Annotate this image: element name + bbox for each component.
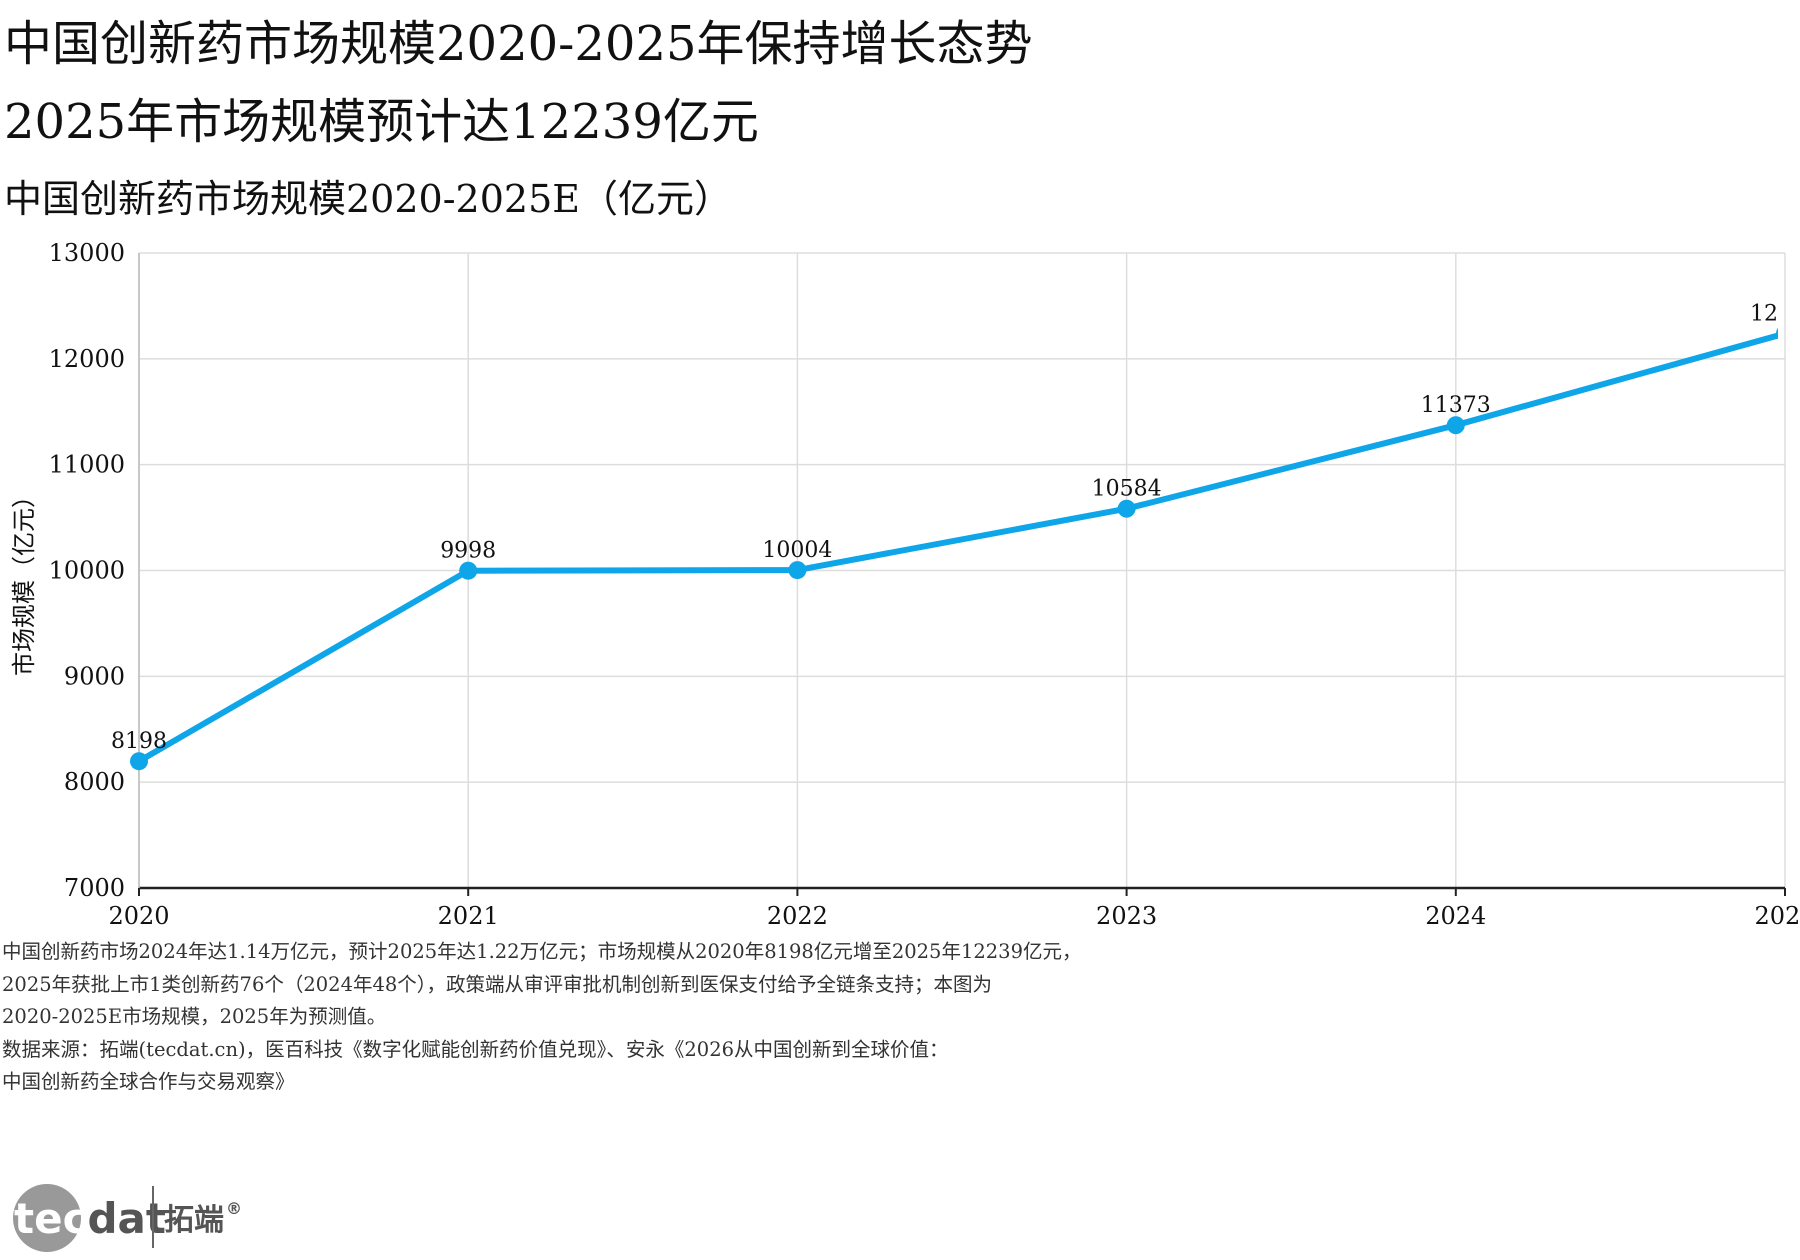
axes bbox=[138, 253, 1786, 896]
data-point bbox=[459, 561, 478, 580]
x-tick-label: 2024 bbox=[1425, 902, 1486, 930]
data-point bbox=[788, 561, 807, 580]
y-axis-label: 市场规模（亿元） bbox=[10, 484, 38, 676]
headline-line-1: 中国创新药市场规模2020-2025年保持增长态势 bbox=[4, 16, 1033, 72]
note-line: 2020-2025E市场规模，2025年为预测值。 bbox=[2, 1005, 387, 1028]
y-tick-label: 9000 bbox=[64, 662, 125, 690]
y-tick-label: 7000 bbox=[64, 874, 125, 902]
data-label: 8198 bbox=[111, 729, 167, 754]
note-line: 2025年获批上市1类创新药76个（2024年48个），政策端从审评审批机制创新… bbox=[2, 972, 993, 996]
chart-notes: 中国创新药市场2024年达1.14万亿元，预计2025年达1.22万亿元；市场规… bbox=[2, 936, 1202, 1099]
data-label: 11373 bbox=[1421, 393, 1491, 418]
data-point bbox=[130, 752, 148, 771]
y-tick-label: 13000 bbox=[49, 239, 125, 267]
source-line: 数据来源：拓端(tecdat.cn)，医百科技《数字化赋能创新药价值兑现》、安永… bbox=[2, 1037, 949, 1061]
y-tick-labels: 7000 8000 9000 10000 11000 12000 13000 bbox=[49, 239, 125, 902]
y-tick-label: 12000 bbox=[49, 345, 125, 373]
data-labels: 8198 9998 10004 10584 11373 12239 bbox=[111, 302, 1800, 755]
logo-text-tec-part: tec bbox=[14, 1194, 87, 1243]
chart-title: 中国创新药市场规模2020-2025E（亿元） bbox=[4, 177, 732, 221]
data-label: 10584 bbox=[1092, 477, 1162, 502]
x-tick-label: 2020 bbox=[108, 902, 169, 930]
y-tick-label: 11000 bbox=[49, 451, 125, 479]
series-polyline bbox=[136, 332, 1778, 765]
logo-text-cn: 拓端 bbox=[164, 1203, 224, 1238]
logo-text-dat-part: dat bbox=[87, 1194, 165, 1243]
logo-text-tec: tecdat bbox=[14, 1194, 166, 1243]
note-line: 中国创新药市场2024年达1.14万亿元，预计2025年达1.22万亿元；市场规… bbox=[2, 940, 1082, 963]
tecdat-logo: tecdat 拓端 ® bbox=[13, 1184, 242, 1252]
data-point bbox=[1117, 499, 1136, 518]
data-point bbox=[1446, 416, 1465, 435]
data-label: 10004 bbox=[762, 538, 832, 563]
y-tick-label: 8000 bbox=[64, 768, 125, 796]
series-line bbox=[136, 332, 1778, 765]
data-label: 12239 bbox=[1750, 302, 1800, 327]
logo-divider bbox=[152, 1186, 154, 1248]
x-tick-label: 2023 bbox=[1096, 902, 1157, 930]
x-tick-label: 2021 bbox=[438, 902, 499, 930]
logo-circle-icon bbox=[13, 1184, 81, 1252]
horizontal-gridlines bbox=[139, 252, 1785, 783]
x-tick-labels: 2020 2021 2022 2023 2024 2025 bbox=[108, 902, 1800, 930]
data-point bbox=[1776, 327, 1778, 340]
x-tick-label: 2025 bbox=[1754, 902, 1800, 930]
headline-line-2: 2025年市场规模预计达12239亿元 bbox=[4, 94, 759, 150]
source-line: 中国创新药全球合作与交易观察》 bbox=[2, 1070, 295, 1093]
logo-registered-mark: ® bbox=[226, 1199, 242, 1218]
x-tick-label: 2022 bbox=[767, 902, 828, 930]
y-tick-label: 10000 bbox=[49, 557, 125, 585]
data-label: 9998 bbox=[440, 539, 496, 564]
data-points bbox=[130, 327, 1778, 771]
